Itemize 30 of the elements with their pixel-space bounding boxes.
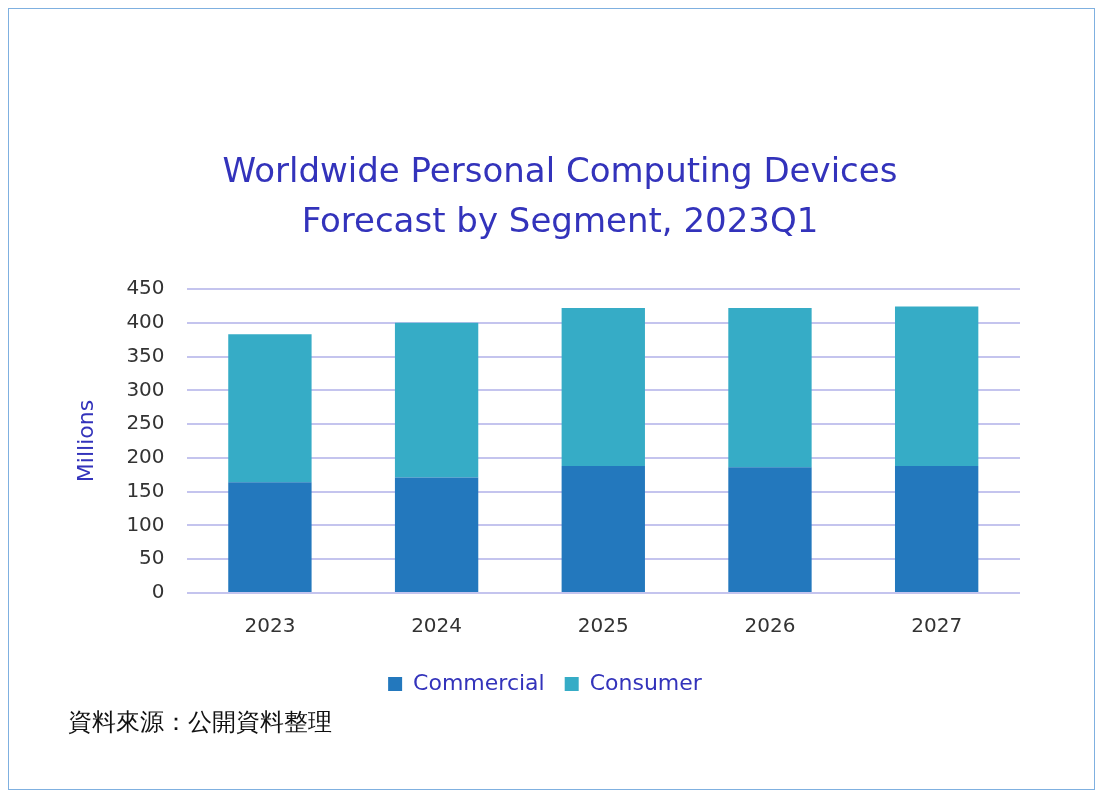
legend-label: Consumer [589, 669, 703, 695]
bar [728, 307, 812, 468]
bar [394, 477, 479, 592]
source-note: 資料來源：公開資料整理 [68, 707, 332, 738]
bar [561, 307, 645, 466]
y-tick-label: 400 [126, 308, 165, 333]
bar [228, 334, 312, 483]
x-tick-label: 2024 [411, 613, 463, 638]
y-tick-label: 250 [126, 410, 165, 435]
y-tick-label: 300 [126, 376, 165, 401]
x-tick-label: 2027 [911, 613, 963, 638]
bar [894, 466, 979, 592]
x-tick-label: 2023 [244, 613, 296, 638]
chart-title: Worldwide Personal Computing Devices Forecast by Segment, 2023Q1 [221, 149, 899, 242]
bar [561, 466, 645, 592]
y-axis-title: Millions [72, 399, 98, 483]
bar [228, 482, 312, 592]
y-tick-label: 50 [139, 545, 165, 570]
bar [394, 322, 479, 478]
x-tick-label: 2025 [577, 613, 629, 638]
x-tick-label: 2026 [744, 613, 796, 638]
bar [894, 306, 979, 466]
y-tick-label: 200 [126, 444, 165, 469]
bar [728, 467, 812, 592]
y-tick-label: 0 [151, 579, 165, 604]
y-tick-label: 100 [126, 511, 165, 536]
y-tick-label: 150 [126, 477, 165, 502]
legend-label: Commercial [413, 669, 545, 695]
y-tick-label: 350 [126, 342, 165, 367]
y-tick-label: 450 [126, 275, 165, 300]
